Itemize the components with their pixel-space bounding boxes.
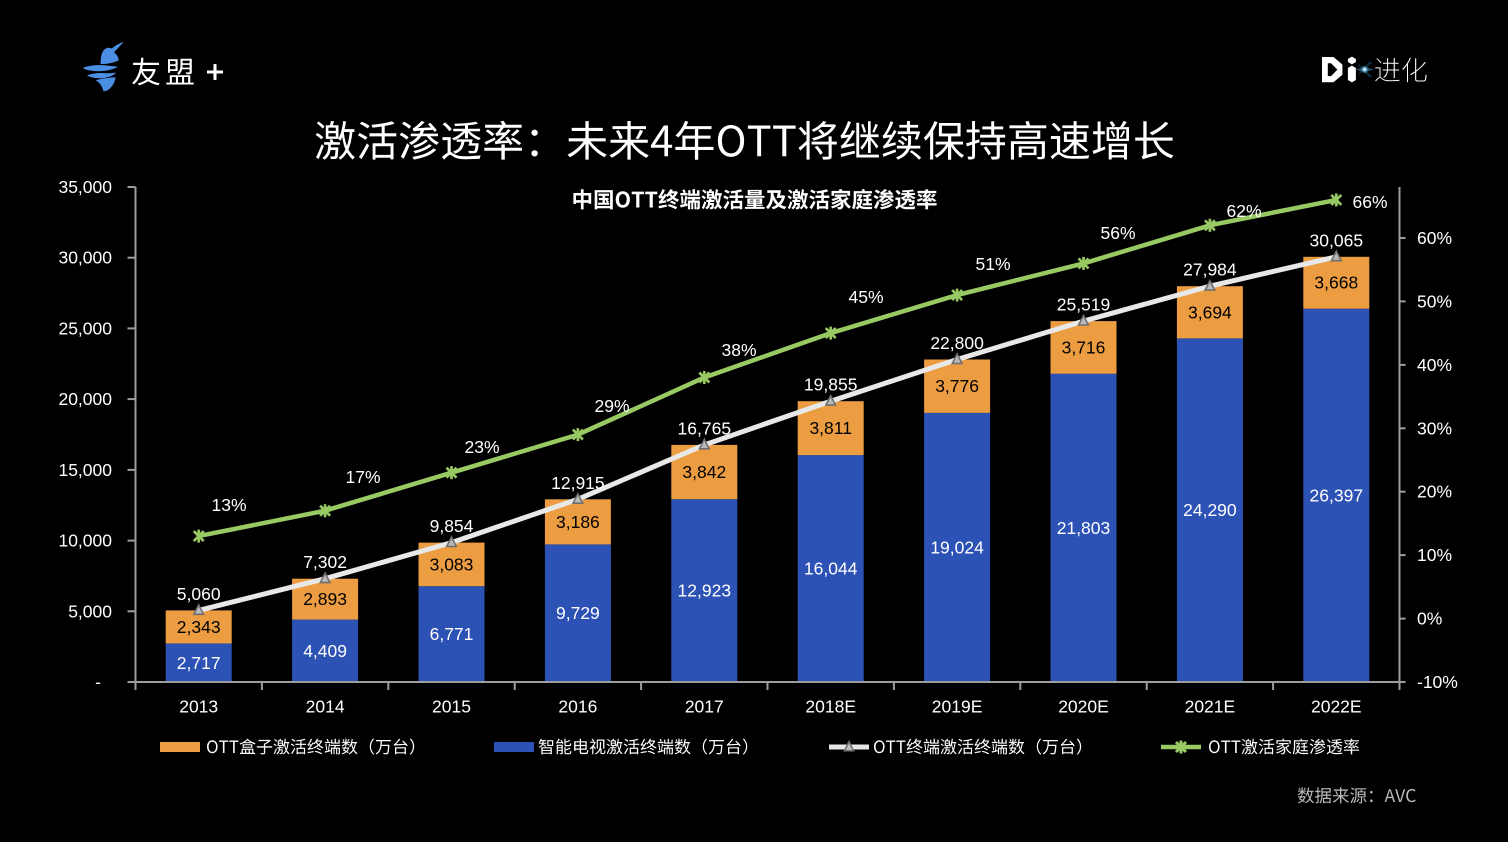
svg-text:3,694: 3,694 <box>1188 302 1232 322</box>
svg-text:60%: 60% <box>1417 228 1452 248</box>
svg-text:22,800: 22,800 <box>930 333 984 353</box>
svg-text:2021E: 2021E <box>1185 697 1236 717</box>
svg-text:9,854: 9,854 <box>430 516 474 536</box>
svg-text:19,024: 19,024 <box>930 538 984 558</box>
svg-text:3,083: 3,083 <box>430 554 474 574</box>
svg-text:7,302: 7,302 <box>303 552 347 572</box>
svg-text:25,000: 25,000 <box>58 318 112 338</box>
svg-text:12,923: 12,923 <box>678 581 732 601</box>
svg-text:5,060: 5,060 <box>177 584 221 604</box>
svg-text:2015: 2015 <box>432 697 471 717</box>
svg-text:15,000: 15,000 <box>58 460 112 480</box>
svg-text:16,044: 16,044 <box>804 559 858 579</box>
svg-text:40%: 40% <box>1417 355 1452 375</box>
svg-text:38%: 38% <box>721 340 756 360</box>
svg-text:5,000: 5,000 <box>68 601 112 621</box>
svg-text:30,065: 30,065 <box>1310 230 1364 250</box>
svg-text:25,519: 25,519 <box>1057 295 1111 315</box>
svg-text:2,893: 2,893 <box>303 589 347 609</box>
svg-text:45%: 45% <box>848 287 883 307</box>
svg-text:2020E: 2020E <box>1058 697 1109 717</box>
svg-text:17%: 17% <box>345 467 380 487</box>
svg-text:24,290: 24,290 <box>1183 500 1237 520</box>
svg-text:62%: 62% <box>1226 201 1261 221</box>
svg-text:66%: 66% <box>1352 192 1387 212</box>
svg-text:3,668: 3,668 <box>1314 273 1358 293</box>
svg-text:3,842: 3,842 <box>682 462 726 482</box>
svg-text:26,397: 26,397 <box>1310 485 1364 505</box>
svg-text:6,771: 6,771 <box>430 624 474 644</box>
svg-text:9,729: 9,729 <box>556 603 600 623</box>
svg-text:0%: 0% <box>1417 609 1442 629</box>
svg-text:2017: 2017 <box>685 697 724 717</box>
svg-text:12,915: 12,915 <box>551 473 605 493</box>
svg-text:2013: 2013 <box>179 697 218 717</box>
svg-text:2,717: 2,717 <box>177 653 221 673</box>
svg-text:-: - <box>95 672 101 692</box>
svg-text:27,984: 27,984 <box>1183 260 1237 280</box>
svg-text:10,000: 10,000 <box>58 531 112 551</box>
svg-text:2016: 2016 <box>558 697 597 717</box>
svg-text:2018E: 2018E <box>805 697 856 717</box>
svg-text:3,811: 3,811 <box>809 418 852 438</box>
svg-text:30%: 30% <box>1417 418 1452 438</box>
svg-text:13%: 13% <box>211 495 246 515</box>
svg-text:35,000: 35,000 <box>58 177 112 197</box>
svg-text:3,776: 3,776 <box>935 376 979 396</box>
svg-text:3,186: 3,186 <box>556 512 600 532</box>
svg-text:2022E: 2022E <box>1311 697 1362 717</box>
svg-text:2019E: 2019E <box>932 697 983 717</box>
svg-text:10%: 10% <box>1417 545 1452 565</box>
svg-text:16,765: 16,765 <box>678 418 732 438</box>
svg-text:3,716: 3,716 <box>1062 337 1106 357</box>
svg-text:2014: 2014 <box>306 697 345 717</box>
svg-text:20,000: 20,000 <box>58 389 112 409</box>
svg-text:21,803: 21,803 <box>1057 518 1111 538</box>
svg-text:30,000: 30,000 <box>58 248 112 268</box>
svg-text:23%: 23% <box>464 437 499 457</box>
svg-text:19,855: 19,855 <box>804 375 858 395</box>
svg-text:29%: 29% <box>594 396 629 416</box>
svg-text:4,409: 4,409 <box>303 641 347 661</box>
svg-text:51%: 51% <box>975 254 1010 274</box>
svg-text:56%: 56% <box>1100 223 1135 243</box>
svg-text:2,343: 2,343 <box>177 617 221 637</box>
svg-text:-10%: -10% <box>1417 672 1458 692</box>
svg-text:50%: 50% <box>1417 291 1452 311</box>
svg-text:20%: 20% <box>1417 482 1452 502</box>
